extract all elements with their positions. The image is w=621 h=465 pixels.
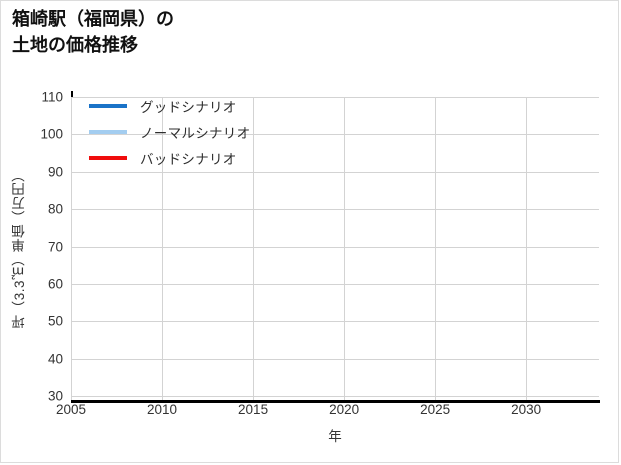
x-axis-label: 年 — [328, 429, 342, 444]
legend-swatch-icon — [89, 104, 127, 108]
x-axis-spine — [71, 400, 600, 403]
gridline-x-2030 — [526, 97, 527, 400]
legend-swatch-icon — [89, 156, 127, 160]
legend-good-scenario[interactable]: グッドシナリオ — [89, 93, 250, 119]
legend-label: バッドシナリオ — [140, 152, 237, 167]
x-tick-2005: 2005 — [55, 402, 87, 417]
y-tick-40: 40 — [47, 351, 63, 367]
y-tick-50: 50 — [47, 313, 63, 329]
x-tick-2025: 2025 — [420, 402, 451, 417]
plot-area: 30 40 50 60 70 80 90 100 110 2005 2010 2015 2020 202… — [40, 90, 599, 417]
y-axis-label-text: 坪（3.3㎡）単価（万円） — [12, 168, 27, 329]
gridline-y-40 — [71, 359, 599, 360]
plot-background — [71, 97, 599, 400]
y-tick-100: 100 — [40, 126, 63, 142]
gridline-x-2005 — [71, 97, 72, 400]
gridline-y-30 — [71, 396, 599, 397]
gridline-y-50 — [71, 321, 599, 322]
y-tick-70: 70 — [47, 239, 63, 255]
gridline-x-2010 — [162, 97, 163, 400]
chart-legend: グッドシナリオ ノーマルシナリオ バッドシナリオ — [89, 93, 250, 171]
legend-bad-scenario[interactable]: バッドシナリオ — [89, 145, 250, 171]
gridline-y-80 — [71, 209, 599, 210]
gridline-x-2020 — [344, 97, 345, 400]
gridline-y-110 — [71, 97, 599, 98]
y-tick-80: 80 — [47, 201, 63, 217]
page-title: 箱崎駅（福岡県）の 土地の価格推移 — [12, 9, 174, 55]
y-axis-label: 坪（3.3㎡）単価（万円） — [9, 97, 31, 400]
gridline-y-60 — [71, 284, 599, 285]
gridline-y-70 — [71, 247, 599, 248]
legend-label: ノーマルシナリオ — [140, 126, 251, 141]
y-tick-110: 110 — [41, 89, 63, 105]
x-tick-2030: 2030 — [511, 402, 542, 417]
y-tick-30: 30 — [47, 388, 63, 404]
gridline-x-2015 — [253, 97, 254, 400]
legend-normal-scenario[interactable]: ノーマルシナリオ — [89, 119, 250, 145]
y-tick-90: 90 — [47, 164, 63, 180]
gridline-y-100 — [71, 134, 599, 135]
x-tick-2020: 2020 — [329, 402, 360, 417]
gridline-x-2025 — [435, 97, 436, 400]
x-tick-2015: 2015 — [238, 402, 269, 417]
legend-swatch-icon — [89, 130, 127, 134]
legend-label: グッドシナリオ — [140, 100, 237, 115]
gridline-y-90 — [71, 172, 599, 173]
x-tick-2010: 2010 — [147, 402, 178, 417]
y-tick-60: 60 — [47, 276, 63, 292]
